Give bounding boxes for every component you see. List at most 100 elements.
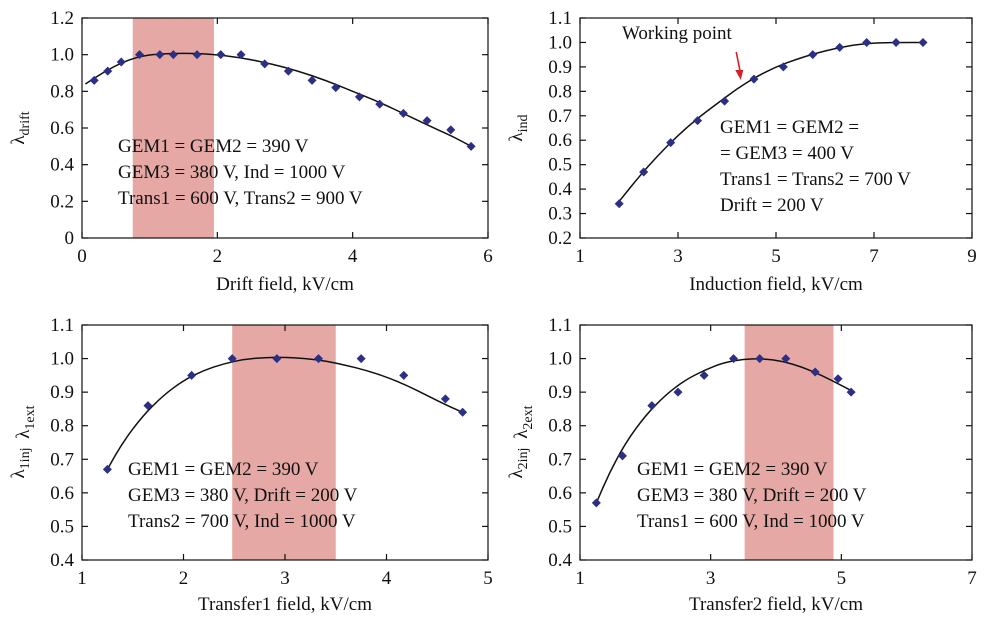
y-tick-label: 0.7 (548, 106, 572, 127)
y-axis-title-symbol: λ (8, 469, 29, 479)
x-tick-label: 6 (483, 246, 493, 267)
x-tick-label: 7 (869, 246, 879, 267)
y-tick-label: 0.6 (548, 483, 572, 504)
data-point (216, 50, 226, 60)
y-axis-title: λ1inj λ1ext (8, 405, 38, 478)
data-point (446, 125, 456, 135)
annotation-line: GEM1 = GEM2 = (720, 117, 859, 138)
y-axis-title: λ2inj λ2ext (506, 405, 536, 478)
y-tick-label: 0 (65, 228, 75, 249)
y-tick-label: 1.0 (50, 45, 74, 66)
data-point (89, 75, 99, 85)
chart-panel-2: 1 3 5 7 9 0.2 0.3 0.4 0.5 0.6 0.7 0.8 0.9 1.0 1.1 Induc… (506, 8, 977, 295)
y-tick-label: 1.1 (50, 315, 74, 336)
data-point (143, 401, 153, 411)
x-tick-label: 1 (575, 568, 585, 589)
data-point (440, 394, 450, 404)
fit-curve (106, 356, 463, 470)
y-tick-label: 0.2 (548, 228, 572, 249)
data-point (647, 401, 657, 411)
x-axis-title: Transfer2 field, kV/cm (689, 594, 863, 615)
y-tick-label: 0.7 (548, 449, 572, 470)
data-point (422, 116, 432, 126)
x-tick-label: 1 (575, 246, 585, 267)
y-axis-title-subscript: drift (18, 111, 33, 135)
data-point (617, 451, 627, 461)
annotation-line: Trans2 = 700 V, Ind = 1000 V (128, 511, 356, 532)
data-point (272, 354, 282, 364)
y-tick-label: 0.8 (50, 416, 74, 437)
y-tick-label: 0.6 (50, 118, 74, 139)
data-point (835, 42, 845, 52)
annotation-line: GEM1 = GEM2 = 390 V (637, 459, 828, 480)
chart-panel-4: 1 3 5 7 0.4 0.5 0.6 0.7 0.8 0.9 1.0 1.1 Transfer2 fi… (506, 315, 977, 615)
data-point (693, 116, 703, 126)
annotation-line: GEM3 = 380 V, Drift = 200 V (637, 485, 867, 506)
data-point (135, 50, 145, 60)
annotation-line: GEM1 = GEM2 = 390 V (118, 136, 309, 157)
data-point (918, 37, 928, 47)
highlight-band (232, 325, 336, 560)
data-point (313, 354, 323, 364)
x-tick-label: 7 (967, 568, 977, 589)
data-point (673, 387, 683, 397)
annotation-line: GEM3 = 380 V, Ind = 1000 V (118, 162, 346, 183)
data-point (666, 138, 676, 148)
annotation-line: Trans1 = 600 V, Ind = 1000 V (637, 511, 865, 532)
data-point (846, 387, 856, 397)
data-point (307, 75, 317, 85)
y-axis-title-symbol: λ (13, 429, 34, 439)
y-tick-label: 0.4 (50, 155, 74, 176)
x-tick-label: 5 (771, 246, 781, 267)
y-axis-title-subscript: 1inj (18, 448, 33, 470)
y-tick-label: 0.5 (50, 516, 74, 537)
y-tick-label: 0.9 (548, 57, 572, 78)
annotation-line: = GEM3 = 400 V (720, 143, 854, 164)
x-axis-title: Induction field, kV/cm (689, 274, 863, 295)
y-tick-label: 0.3 (548, 204, 572, 225)
data-point (749, 74, 759, 84)
annotation-line: GEM1 = GEM2 = 390 V (128, 459, 319, 480)
data-point (466, 141, 476, 151)
data-point (614, 199, 624, 209)
data-point (399, 370, 409, 380)
x-axis-title: Drift field, kV/cm (216, 274, 354, 295)
y-tick-label: 1.1 (548, 315, 572, 336)
annotation-line: Trans1 = 600 V, Trans2 = 900 V (118, 188, 363, 209)
working-point-label: Working point (622, 23, 733, 44)
annotation-line: Drift = 200 V (720, 195, 824, 216)
y-axis-title-symbol: λ (511, 429, 532, 439)
y-tick-label: 0.5 (548, 155, 572, 176)
working-point-arrow-head (735, 70, 744, 80)
data-point (168, 50, 178, 60)
y-tick-label: 0.8 (50, 81, 74, 102)
data-point (720, 96, 730, 106)
y-tick-label: 1.0 (548, 32, 572, 53)
data-point (227, 354, 237, 364)
data-point (778, 62, 788, 72)
fit-curve (595, 358, 855, 504)
y-axis-title-subscript: 2inj (516, 448, 531, 470)
data-point (699, 370, 709, 380)
chart-panel-3: 1 2 3 4 5 0.4 0.5 0.6 0.7 0.8 0.9 1.0 1.1 Transfer1 f… (8, 315, 493, 615)
y-axis-title-subscript: ind (516, 114, 531, 132)
y-axis-title-subscript: 2ext (521, 405, 536, 429)
y-tick-label: 0.7 (50, 449, 74, 470)
y-tick-label: 0.4 (50, 550, 74, 571)
data-point (862, 37, 872, 47)
x-tick-label: 3 (706, 568, 716, 589)
y-tick-label: 0.9 (548, 382, 572, 403)
y-tick-label: 0.4 (548, 179, 572, 200)
data-point (260, 59, 270, 69)
y-tick-label: 0.8 (548, 416, 572, 437)
y-axis-title: λdrift (8, 111, 33, 144)
x-tick-label: 4 (382, 568, 392, 589)
y-axis-title: λind (506, 114, 531, 141)
data-point (781, 354, 791, 364)
x-tick-label: 0 (77, 246, 87, 267)
y-tick-label: 0.5 (548, 516, 572, 537)
data-point (192, 50, 202, 60)
x-tick-label: 5 (837, 568, 847, 589)
y-tick-label: 1.2 (50, 8, 74, 29)
